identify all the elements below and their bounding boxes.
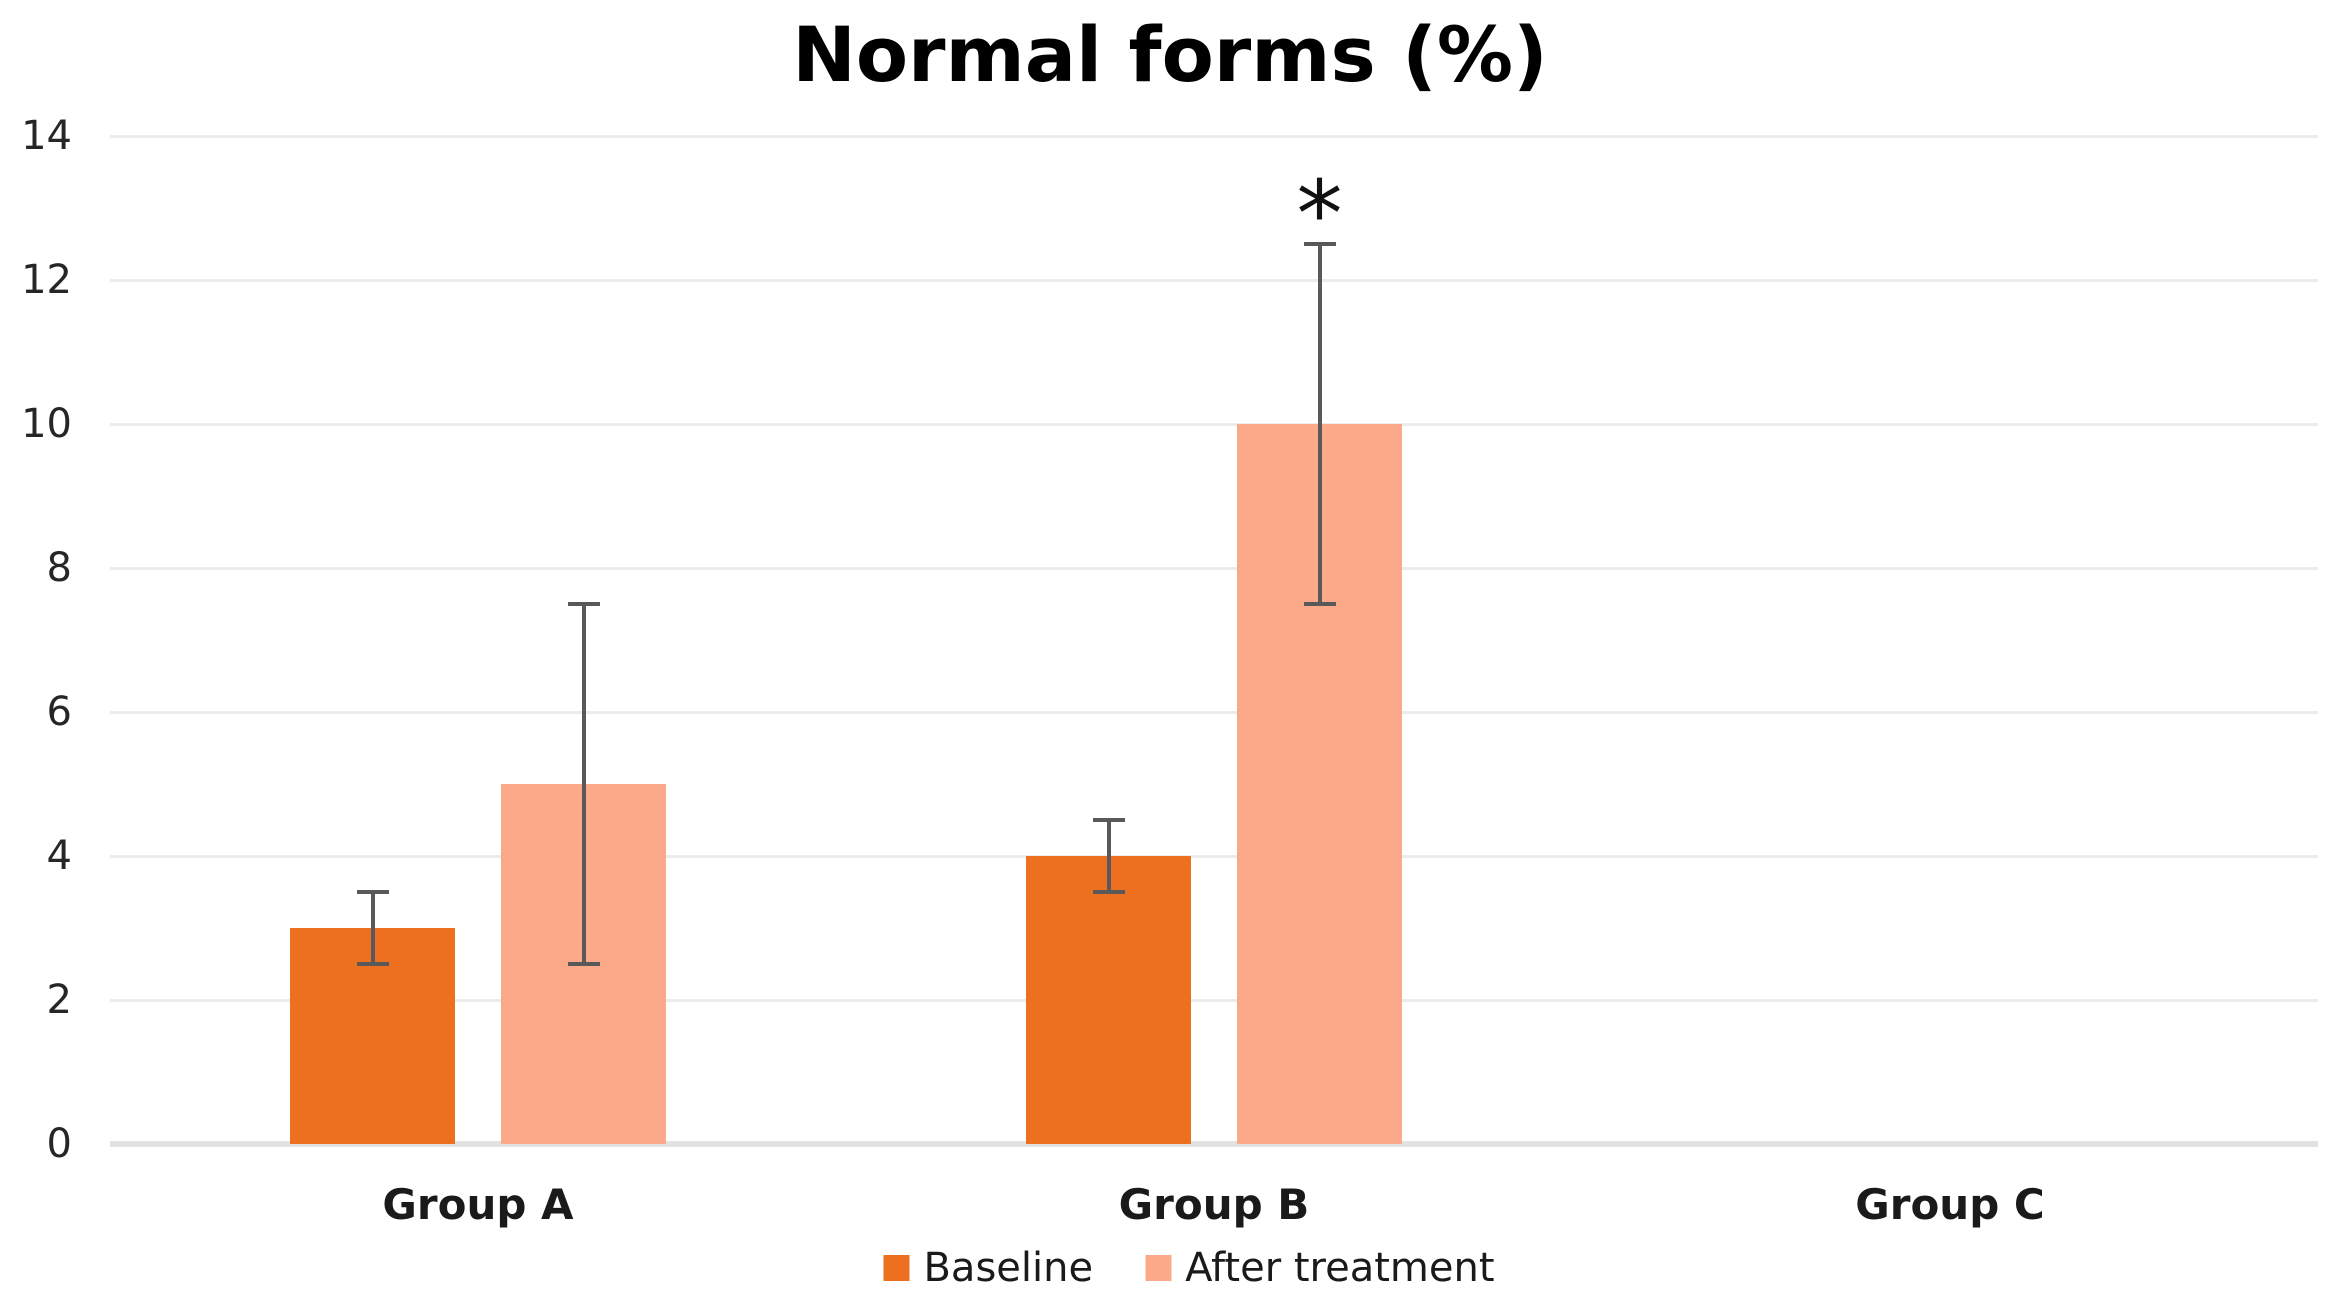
y-tick-label-8: 8 (46, 545, 72, 591)
legend-label-after-treatment: After treatment (1185, 1245, 1495, 1291)
x-category-label-group-b: Group B (1118, 1180, 1310, 1229)
gridline-y-12 (110, 279, 2318, 282)
y-tick-label-6: 6 (46, 689, 72, 735)
y-tick-label-12: 12 (21, 257, 72, 303)
gridline-y-8 (110, 567, 2318, 570)
gridline-y-6 (110, 711, 2318, 714)
legend-swatch-after-treatment (1145, 1255, 1172, 1281)
legend-label-baseline: Baseline (923, 1245, 1094, 1291)
error-cap-bottom-group-b-baseline (1092, 890, 1125, 894)
error-bar-group-b-baseline (1106, 820, 1111, 892)
error-cap-top-group-a-baseline (356, 890, 389, 894)
legend-swatch-baseline (883, 1255, 910, 1281)
error-bar-group-a-baseline (370, 892, 375, 964)
gridline-y-2 (110, 999, 2318, 1002)
error-bar-group-a-after-treatment (581, 604, 586, 964)
x-axis-line (110, 1141, 2318, 1147)
chart-title: Normal forms (%) (792, 10, 1548, 99)
y-tick-label-4: 4 (46, 833, 72, 879)
significance-asterisk: * (1296, 160, 1343, 268)
chart-legend: Baseline After treatment (883, 1245, 1495, 1291)
error-cap-bottom-group-b-after-treatment (1303, 602, 1336, 606)
gridline-y-14 (110, 135, 2318, 138)
y-tick-label-14: 14 (21, 113, 72, 159)
gridline-y-4 (110, 855, 2318, 858)
bar-group-b-baseline (1026, 856, 1191, 1144)
x-category-label-group-a: Group A (382, 1180, 574, 1229)
legend-item-baseline: Baseline (883, 1246, 1093, 1290)
x-category-label-group-c: Group C (1855, 1180, 2045, 1229)
error-cap-bottom-group-a-after-treatment (567, 962, 600, 966)
error-bar-group-b-after-treatment (1317, 244, 1322, 604)
error-cap-bottom-group-a-baseline (356, 962, 389, 966)
error-cap-top-group-a-after-treatment (567, 602, 600, 606)
error-cap-top-group-b-baseline (1092, 818, 1125, 822)
gridline-y-10 (110, 423, 2318, 426)
y-tick-label-10: 10 (21, 401, 72, 447)
error-cap-top-group-b-after-treatment (1303, 242, 1336, 246)
y-tick-label-0: 0 (46, 1121, 72, 1167)
legend-item-after-treatment: After treatment (1145, 1245, 1495, 1291)
y-tick-label-2: 2 (46, 977, 72, 1023)
